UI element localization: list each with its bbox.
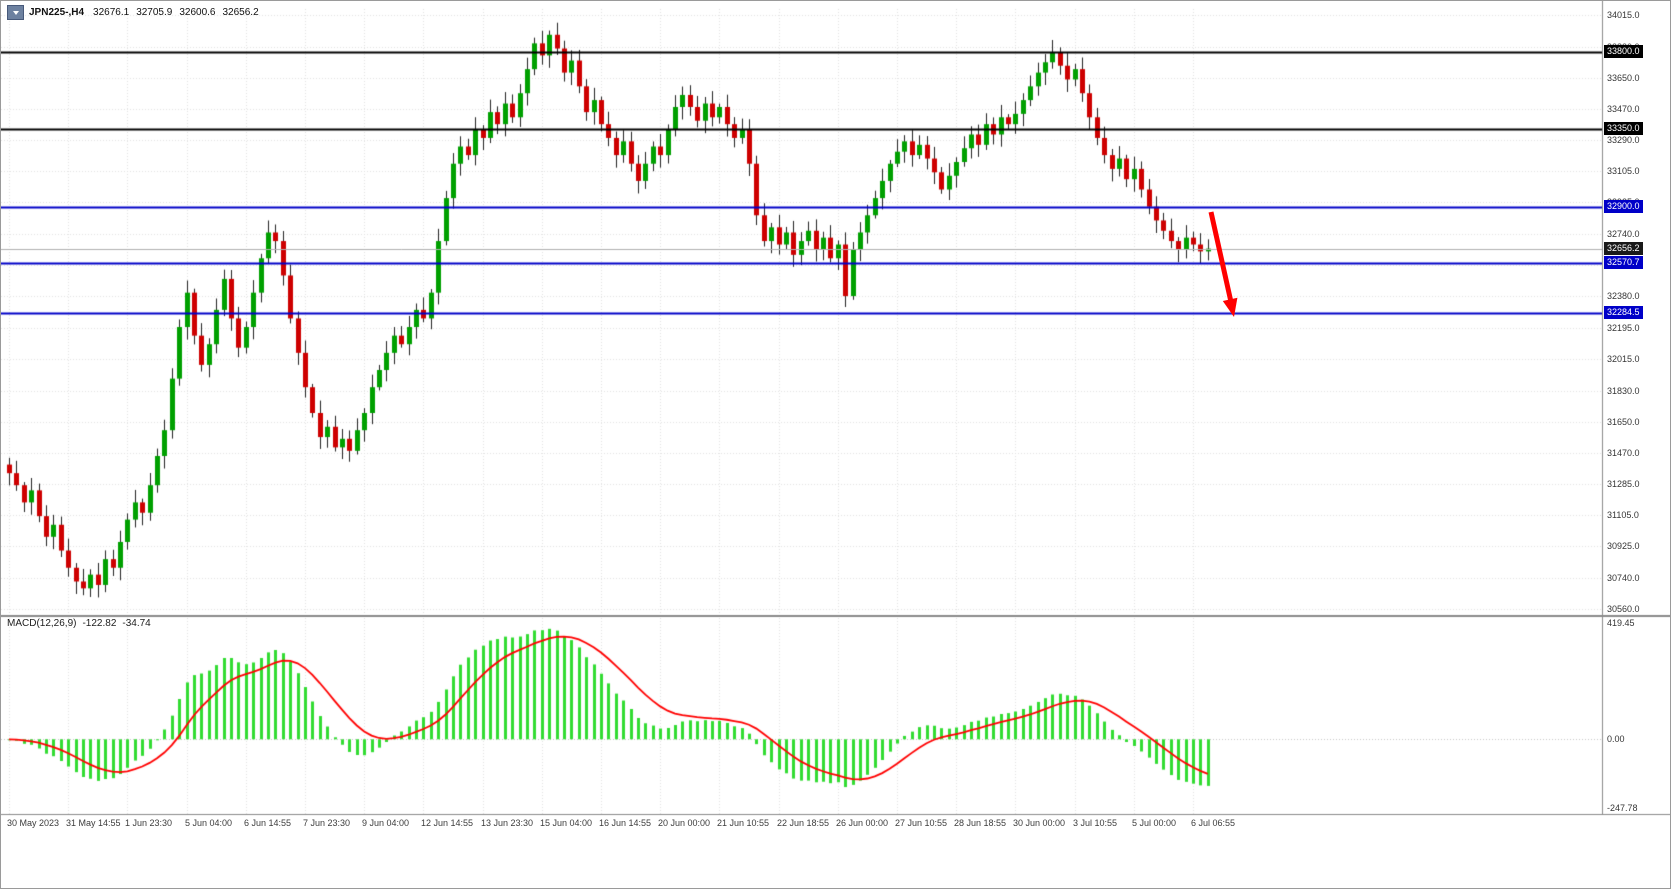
price-axis-label: 32380.0: [1607, 291, 1640, 301]
time-axis-label: 5 Jun 04:00: [185, 818, 233, 828]
price-axis-label: 31105.0: [1607, 510, 1639, 520]
time-axis-label: 6 Jul 06:55: [1191, 818, 1236, 828]
time-axis-label: 12 Jun 14:55: [421, 818, 474, 828]
time-axis-label: 13 Jun 23:30: [481, 818, 534, 828]
down-arrow-annotation[interactable]: [1197, 204, 1257, 329]
price-axis-label: 30560.0: [1607, 604, 1640, 614]
time-axis-label: 5 Jul 00:00: [1132, 818, 1177, 828]
price-axis-label: 31470.0: [1607, 448, 1640, 458]
time-axis-label: 3 Jul 10:55: [1073, 818, 1118, 828]
symbol-period-label: JPN225-,H4: [29, 7, 85, 18]
time-axis-label: 20 Jun 00:00: [658, 818, 711, 828]
price-tag-bid[interactable]: 32656.2: [1604, 242, 1643, 255]
macd-axis-label: 419.45: [1607, 618, 1635, 628]
price-tag-support[interactable]: 32284.5: [1604, 306, 1643, 319]
price-tag-resistance[interactable]: 33800.0: [1604, 45, 1643, 58]
macd-axis-label: -247.78: [1607, 803, 1638, 813]
price-axis-label: 32015.0: [1607, 354, 1640, 364]
time-axis-label: 31 May 14:55: [66, 818, 121, 828]
ohlc-open: 32676.1: [93, 7, 130, 18]
time-axis-label: 21 Jun 10:55: [717, 818, 770, 828]
time-axis-label: 22 Jun 18:55: [777, 818, 830, 828]
price-axis-label: 31285.0: [1607, 479, 1640, 489]
time-axis-label: 26 Jun 00:00: [836, 818, 889, 828]
price-axis-label: 32740.0: [1607, 229, 1640, 239]
symbol-dropdown-button[interactable]: [7, 5, 24, 20]
time-axis-label: 27 Jun 10:55: [895, 818, 948, 828]
macd-main-value: -122.82: [82, 618, 117, 629]
price-axis-label: 33650.0: [1607, 73, 1640, 83]
time-axis-label: 9 Jun 04:00: [362, 818, 410, 828]
macd-indicator-label: MACD(12,26,9) -122.82 -34.74: [7, 618, 157, 629]
ohlc-values: 32676.1 32705.9 32600.6 32656.2: [93, 7, 259, 18]
time-axis-label: 7 Jun 23:30: [303, 818, 351, 828]
chart-title-bar: JPN225-,H4 32676.1 32705.9 32600.6 32656…: [7, 5, 259, 20]
macd-axis-label: 0.00: [1607, 734, 1625, 744]
time-axis-label: 16 Jun 14:55: [599, 818, 652, 828]
time-axis-label: 6 Jun 14:55: [244, 818, 292, 828]
price-axis-label: 30925.0: [1607, 541, 1640, 551]
ohlc-low: 32600.6: [179, 7, 216, 18]
time-axis-label: 1 Jun 23:30: [125, 818, 173, 828]
time-axis-label: 15 Jun 04:00: [540, 818, 593, 828]
time-axis-label: 30 May 2023: [7, 818, 60, 828]
ohlc-close: 32656.2: [222, 7, 259, 18]
price-axis-label: 31830.0: [1607, 386, 1640, 396]
price-axis-label: 31650.0: [1607, 417, 1640, 427]
time-axis-label: 28 Jun 18:55: [954, 818, 1007, 828]
price-axis-label: 33105.0: [1607, 166, 1640, 176]
price-tag-support[interactable]: 32900.0: [1604, 200, 1643, 213]
ohlc-high: 32705.9: [136, 7, 173, 18]
price-axis-label: 33470.0: [1607, 104, 1640, 114]
price-tag-resistance[interactable]: 33350.0: [1604, 122, 1643, 135]
macd-signal-value: -34.74: [122, 618, 151, 629]
time-axis-label: 30 Jun 00:00: [1013, 818, 1066, 828]
price-axis-label: 34015.0: [1607, 10, 1640, 20]
price-axis-label: 33290.0: [1607, 135, 1640, 145]
macd-title: MACD(12,26,9): [7, 618, 77, 629]
price-axis-label: 32195.0: [1607, 323, 1640, 333]
chevron-down-icon: [12, 10, 19, 15]
price-axis-label: 30740.0: [1607, 573, 1640, 583]
price-tag-support[interactable]: 32570.7: [1604, 256, 1643, 269]
